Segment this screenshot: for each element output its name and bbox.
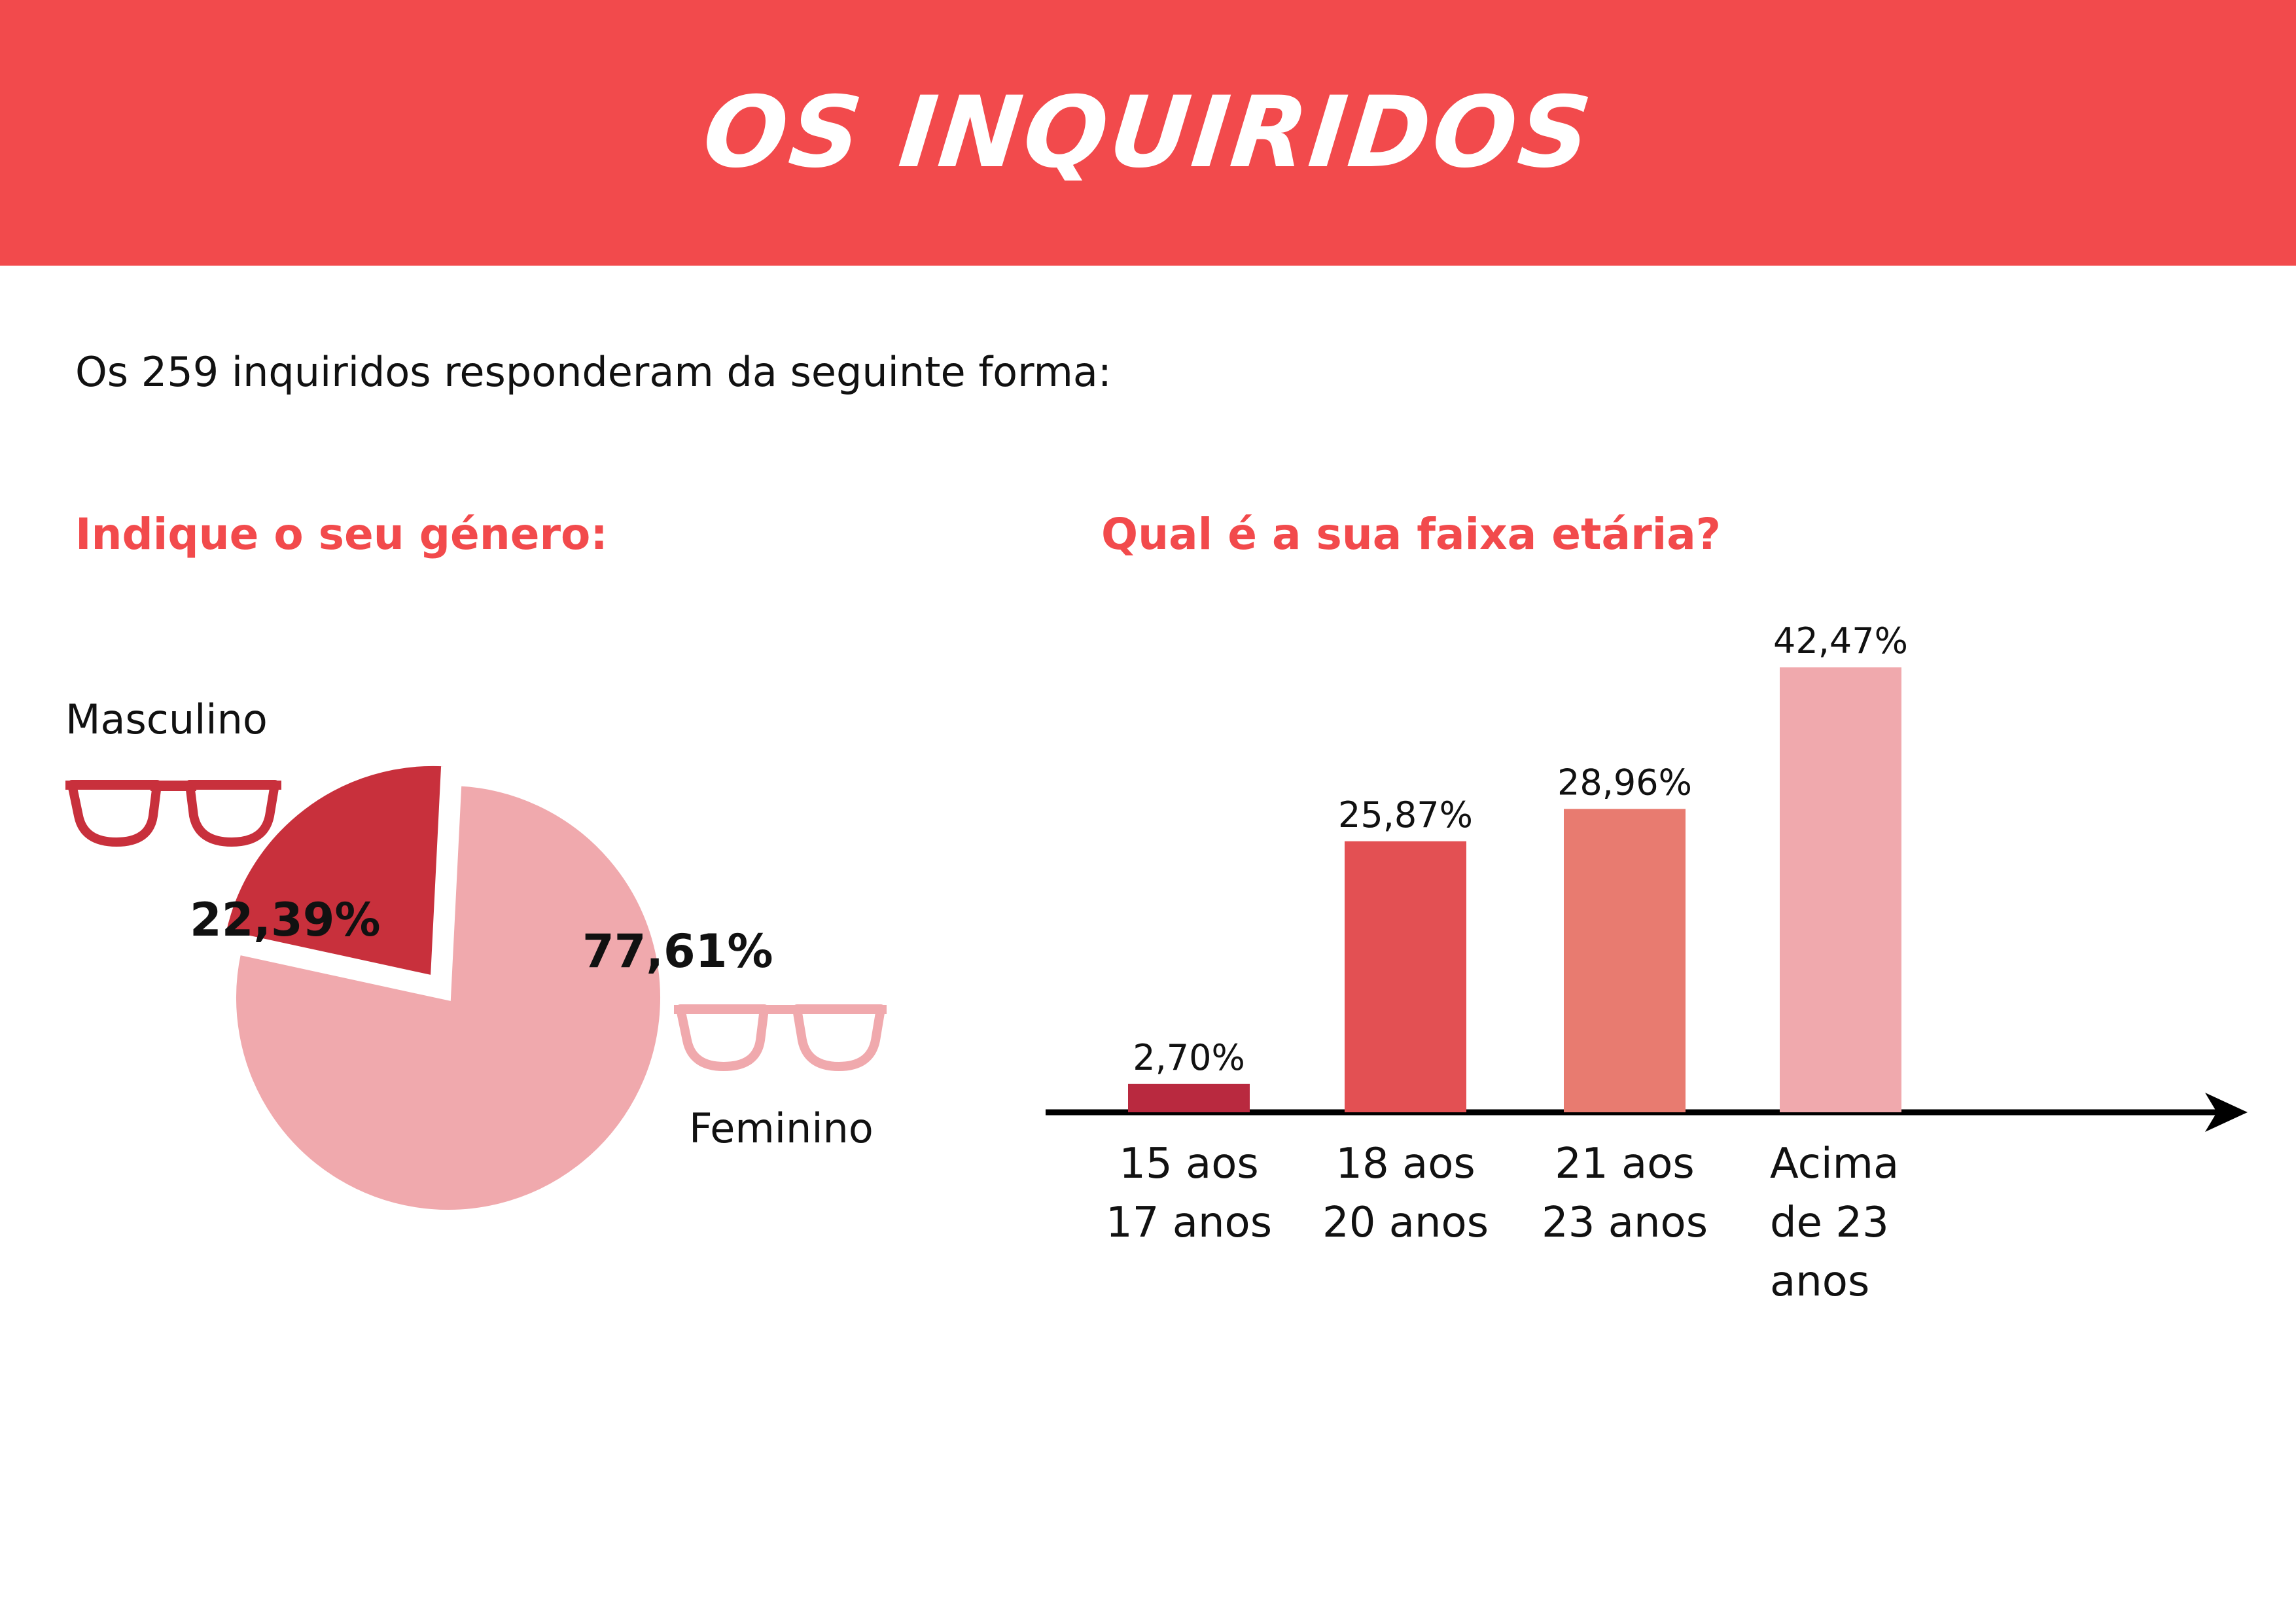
gender-pie-chart [220,760,665,1215]
x-axis-arrow [2205,1093,2248,1132]
category-label-0: 15 aos 17 anos [1106,1140,1272,1247]
category-label-2: 21 aos 23 anos [1542,1140,1708,1247]
age-question-title: Qual é a sua faixa etária? [1101,509,1722,559]
bar-1 [1345,841,1466,1112]
bar-value-label-2: 28,96% [1557,762,1692,803]
bar-value-label-3: 42,47% [1773,620,1908,661]
pie-value-masculino: 22,39% [190,893,381,947]
header-banner: OS INQUIRIDOS [0,0,2296,266]
pie-label-masculino: Masculino [65,696,268,743]
glasses-icon [65,780,281,847]
pie-value-feminino: 77,61% [582,925,773,978]
age-bar-chart: 2,70% 15 aos 17 anos 25,87% 18 aos 20 anos 28,… [1046,620,2248,1306]
pie-slice-masculino [220,760,447,981]
bar-3 [1780,667,1901,1112]
pie-slice-feminino [231,781,665,1215]
category-label-1: 18 aos 20 anos [1322,1140,1489,1247]
intro-text: Os 259 inquiridos responderam da seguint… [75,348,1112,396]
page-title: OS INQUIRIDOS [698,76,1598,190]
bar-value-label-0: 2,70% [1133,1037,1245,1078]
gender-question-title: Indique o seu género: [75,509,608,559]
glasses-icon [674,1004,887,1071]
bar-0 [1128,1083,1250,1112]
bar-2 [1564,809,1686,1112]
category-label-3: Acima de 23 anos [1770,1140,1899,1306]
pie-label-feminino: Feminino [689,1104,874,1152]
bar-value-label-1: 25,87% [1338,794,1473,836]
